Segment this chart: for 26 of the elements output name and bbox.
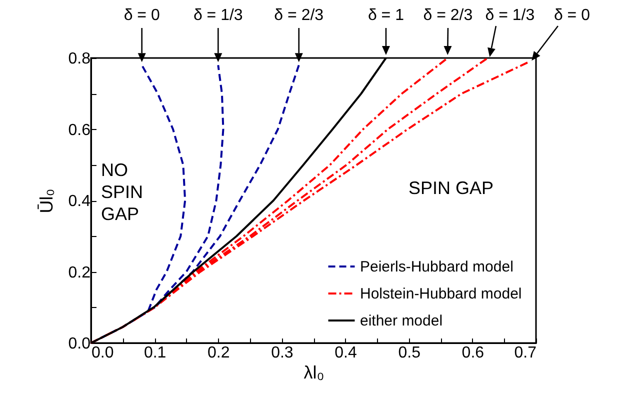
x-tick-label: 0.5 (398, 344, 421, 362)
y-tick-label: 0.8 (68, 50, 91, 68)
annotation: δ = 2/3 (423, 7, 473, 24)
x-tick-label: 0.4 (334, 344, 358, 362)
annotation: δ = 1/3 (193, 7, 243, 24)
y-axis-title: Ūl₀ (36, 188, 56, 214)
x-axis-title: λl₀ (304, 362, 324, 382)
x-tick-label: 0.7 (514, 344, 537, 362)
x-tick-label: 0.0 (92, 344, 114, 362)
y-tick-label: 0.2 (68, 264, 91, 282)
annotation: NO SPIN GAP (101, 160, 144, 224)
annotation: δ = 0 (124, 7, 160, 24)
x-tick-label: 0.2 (208, 344, 230, 362)
y-tick-label: 0.6 (68, 122, 91, 139)
annotation: δ = 1 (368, 7, 404, 24)
annotation: δ = 2/3 (274, 7, 324, 24)
y-tick-label: 0.4 (68, 193, 91, 210)
x-tick-label: 0.6 (462, 344, 484, 362)
legend-label: Peierls-Hubbard model (360, 258, 514, 276)
annotation: δ = 0 (554, 7, 590, 24)
annotation: δ = 1/3 (485, 7, 535, 24)
legend-label: Holstein-Hubbard model (360, 286, 522, 302)
annotation: SPIN GAP (408, 178, 494, 198)
x-tick-label: 0.3 (271, 344, 294, 362)
legend-label: either model (360, 312, 443, 330)
x-tick-label: 0.1 (144, 344, 166, 362)
